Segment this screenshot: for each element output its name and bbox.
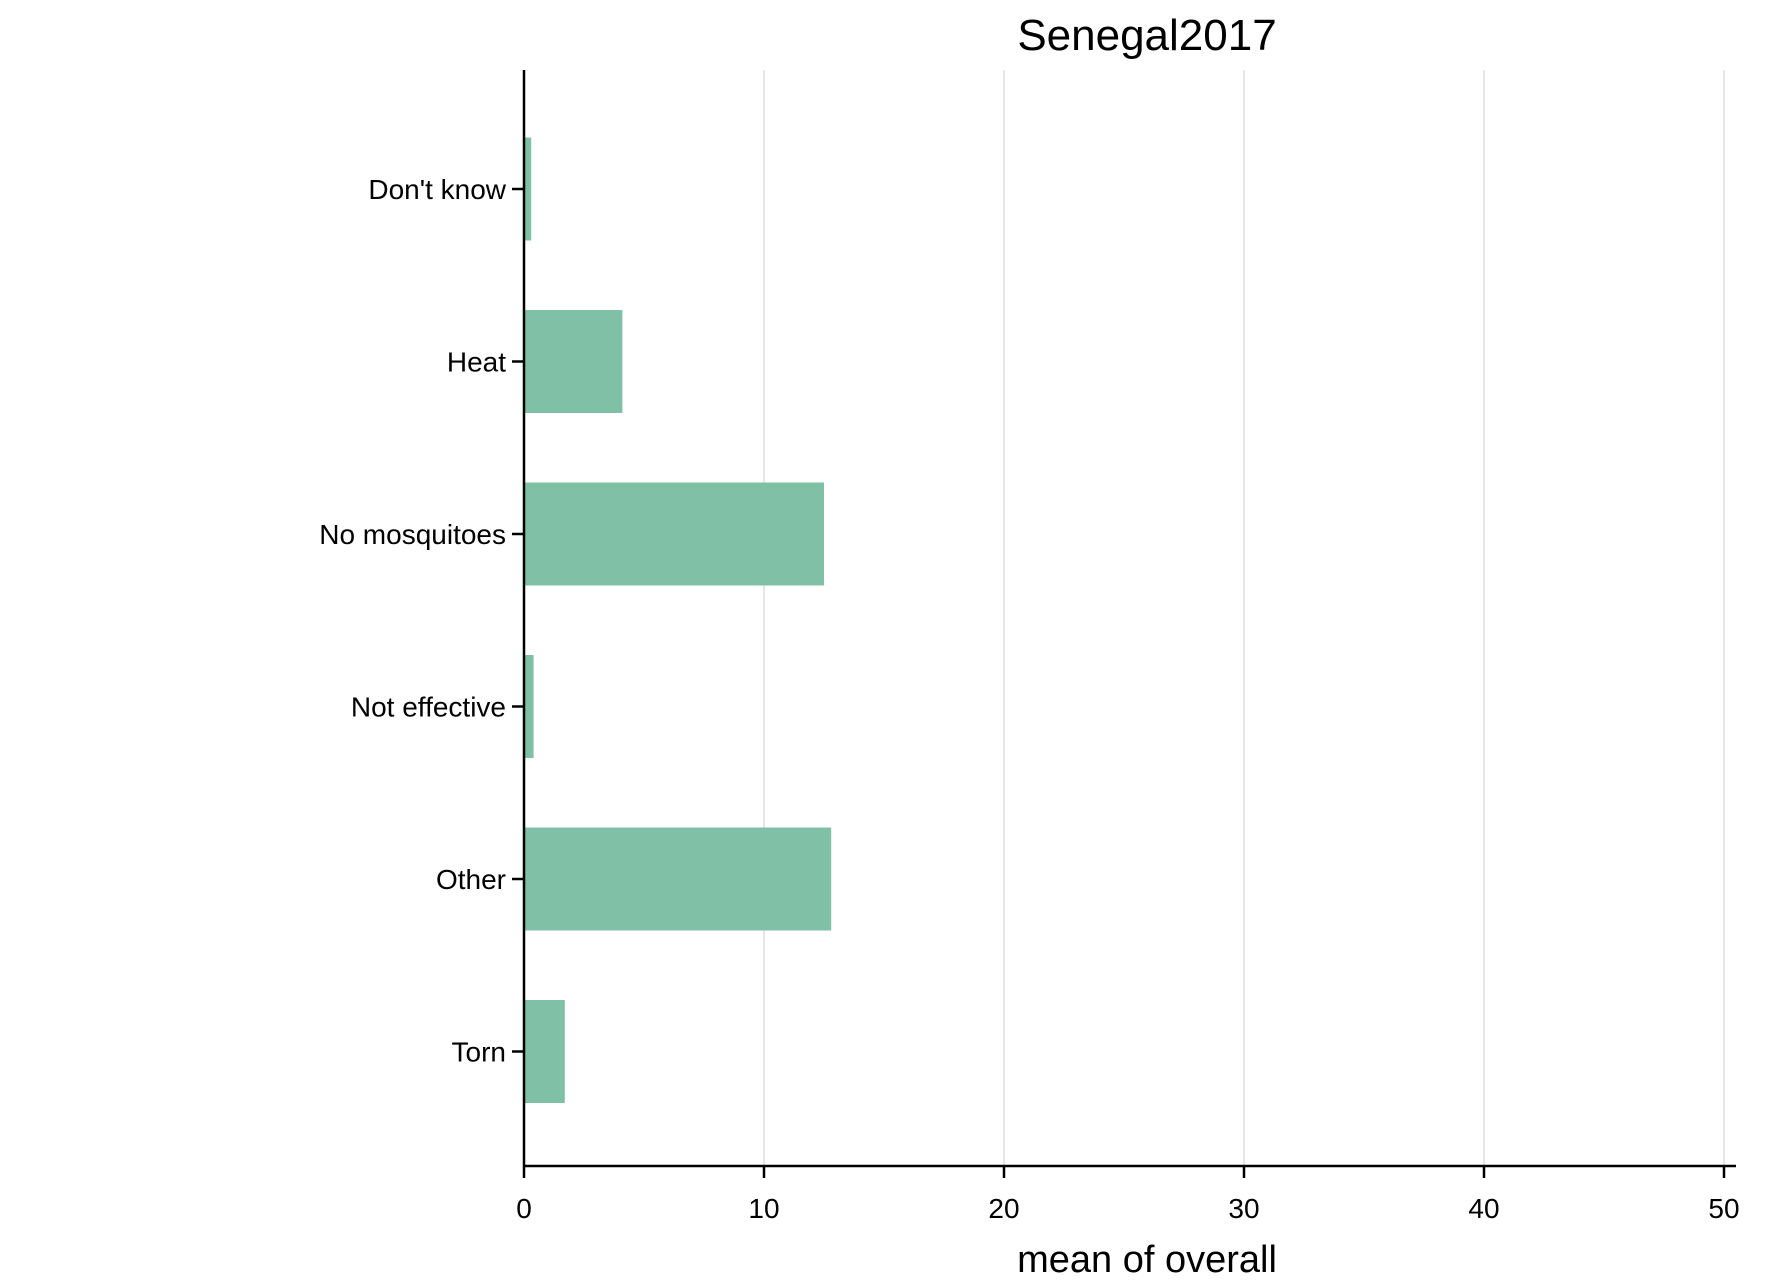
- y-category-label-other: Other: [436, 864, 506, 895]
- x-tick-label-10: 10: [748, 1193, 779, 1224]
- y-category-label-heat: Heat: [447, 347, 506, 378]
- x-tick-label-20: 20: [988, 1193, 1019, 1224]
- x-axis-title: mean of overall: [1017, 1239, 1277, 1281]
- y-category-label-no-mosquitoes: No mosquitoes: [319, 519, 506, 550]
- bar-torn: [524, 1000, 565, 1103]
- y-axis-categories: Don't know Heat No mosquitoes Not effective…: [319, 174, 524, 1068]
- bar-not-effective: [524, 655, 534, 758]
- y-category-label-not-effective: Not effective: [351, 692, 506, 723]
- axes: [522, 70, 1736, 1168]
- gridlines: [763, 70, 1725, 1166]
- chart-title: Senegal2017: [1017, 11, 1276, 60]
- x-tick-label-50: 50: [1708, 1193, 1739, 1224]
- bar-no-mosquitoes: [524, 482, 824, 586]
- bar-other: [524, 827, 832, 931]
- x-tick-label-30: 30: [1228, 1193, 1259, 1224]
- x-tick-label-40: 40: [1468, 1193, 1499, 1224]
- bar-don-t-know: [524, 137, 532, 241]
- bar-heat: [524, 310, 623, 413]
- bars: [524, 137, 832, 1103]
- y-category-label-torn: Torn: [452, 1037, 506, 1068]
- x-axis-ticks: 0 10 20 30 40 50: [516, 1166, 1740, 1224]
- y-category-label-don-t-know: Don't know: [368, 174, 506, 205]
- x-tick-label-0: 0: [516, 1193, 532, 1224]
